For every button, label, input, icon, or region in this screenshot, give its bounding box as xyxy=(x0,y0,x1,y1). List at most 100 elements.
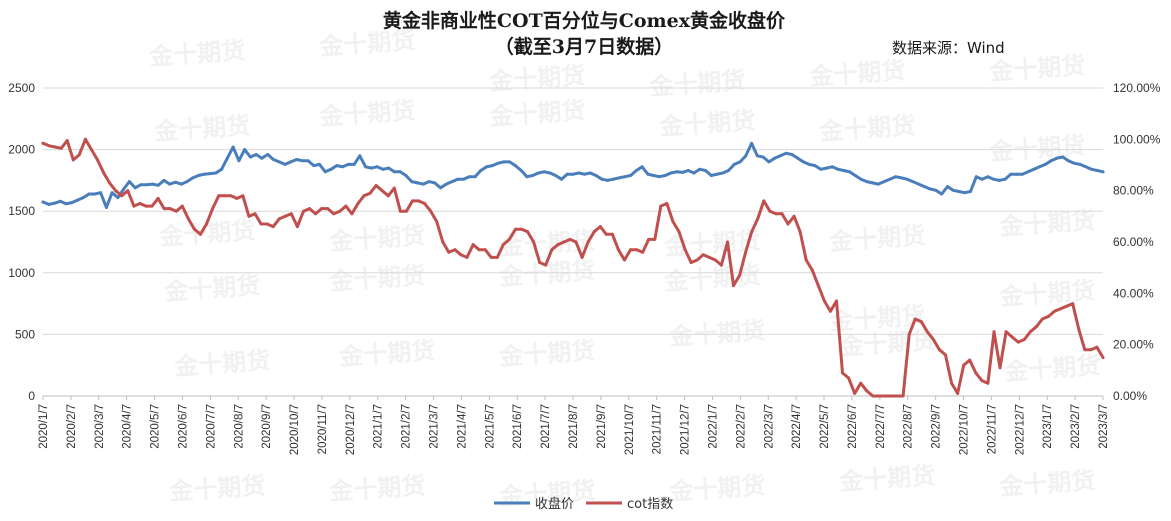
close-price-point xyxy=(640,165,644,169)
y2-tick-label: 60.00% xyxy=(1113,235,1154,249)
close-price-point xyxy=(306,159,310,163)
close-price-point xyxy=(139,183,143,187)
close-price-point xyxy=(767,160,771,164)
cot-index-point xyxy=(974,371,978,375)
close-price-point xyxy=(560,177,563,181)
cot-index-point xyxy=(816,284,820,288)
close-price-point xyxy=(87,192,91,196)
watermark-text: 金十期货 xyxy=(997,466,1096,501)
cot-index-point xyxy=(798,230,802,234)
close-price-point xyxy=(197,174,200,177)
cot-index-point xyxy=(968,358,972,362)
cot-index-point xyxy=(1095,345,1099,349)
close-price-point xyxy=(260,156,264,160)
cot-index-point xyxy=(41,141,45,145)
cot-index-point xyxy=(859,381,863,385)
watermark-text: 金十期货 xyxy=(317,96,416,131)
cot-index-point xyxy=(320,207,324,211)
cot-index-point xyxy=(677,230,681,234)
close-price-point xyxy=(940,192,944,196)
x-tick-label: 2022/11/7 xyxy=(986,404,998,454)
cot-index-point xyxy=(192,227,196,231)
close-price-point xyxy=(790,153,794,156)
x-tick-label: 2022/4/7 xyxy=(791,404,803,449)
cot-index-point xyxy=(828,309,832,313)
cot-index-point xyxy=(162,207,166,211)
x-tick-label: 2022/7/7 xyxy=(875,404,887,449)
x-tick-label: 2021/3/7 xyxy=(429,404,441,449)
x-tick-label: 2022/3/7 xyxy=(763,404,775,449)
close-price-point xyxy=(778,154,782,158)
close-price-point xyxy=(917,182,921,186)
cot-index-point xyxy=(223,194,227,198)
cot-index-point xyxy=(538,261,542,264)
close-price-point xyxy=(329,167,333,171)
close-price-point xyxy=(721,171,725,175)
cot-index-point xyxy=(544,263,548,267)
cot-index-point xyxy=(1089,348,1093,352)
cot-index-point xyxy=(1065,304,1069,308)
close-price-point xyxy=(398,170,402,174)
cot-index-point xyxy=(417,199,420,203)
close-price-point xyxy=(1078,162,1082,166)
close-price-point xyxy=(410,180,414,184)
cot-index-point xyxy=(1004,330,1008,334)
cot-index-point xyxy=(144,204,148,208)
close-price-point xyxy=(928,187,932,191)
cot-index-point xyxy=(283,214,287,218)
cot-index-point xyxy=(950,381,954,385)
watermark-text: 金十期货 xyxy=(997,206,1096,241)
cot-index-point xyxy=(1040,317,1044,321)
y-tick-label: 1000 xyxy=(8,266,35,280)
x-tick-label: 2021/11/7 xyxy=(652,404,664,454)
cot-index-point xyxy=(1010,335,1014,339)
close-price-point xyxy=(951,188,955,192)
y2-tick-label: 100.00% xyxy=(1113,132,1161,146)
legend: 收盘价 cot指数 xyxy=(494,496,673,512)
close-price-point xyxy=(444,182,448,186)
cot-index-point xyxy=(465,255,469,259)
watermark-text: 金十期货 xyxy=(657,106,756,141)
close-price-point xyxy=(318,162,321,166)
close-price-point xyxy=(99,191,103,195)
cot-index-point xyxy=(435,220,439,223)
cot-index-point xyxy=(174,209,178,213)
cot-index-point xyxy=(386,194,390,198)
x-tick-label: 2021/10/7 xyxy=(624,404,636,455)
close-price-point xyxy=(381,167,385,171)
cot-index-point xyxy=(526,230,530,234)
cot-index-point xyxy=(689,261,693,264)
close-price-point xyxy=(1038,165,1042,169)
cot-index-point xyxy=(901,394,905,398)
close-price-point xyxy=(1009,172,1013,176)
cot-index-point xyxy=(253,212,257,216)
x-tick-label: 2022/5/7 xyxy=(819,404,831,449)
close-price-point xyxy=(300,159,304,163)
cot-index-point xyxy=(217,194,221,198)
cot-index-point xyxy=(532,240,536,244)
close-price-point xyxy=(600,177,604,181)
close-price-point xyxy=(801,160,805,164)
y2-tick-label: 80.00% xyxy=(1113,184,1154,198)
x-tick-label: 2021/1/7 xyxy=(373,404,385,449)
cot-index-point xyxy=(635,248,639,252)
close-price-point xyxy=(571,172,575,176)
cot-index-point xyxy=(447,250,451,254)
cot-index-point xyxy=(980,379,984,383)
watermark-text: 金十期货 xyxy=(317,26,416,61)
close-price-point xyxy=(58,199,62,203)
close-price-point xyxy=(675,170,679,174)
x-tick-label: 2023/3/7 xyxy=(1098,404,1110,449)
x-tick-label: 2020/6/7 xyxy=(177,404,189,449)
cot-index-point xyxy=(295,225,299,229)
cot-index-point xyxy=(65,139,69,143)
close-price-point xyxy=(490,164,494,168)
close-price-point xyxy=(848,170,851,174)
cot-index-point xyxy=(719,263,723,267)
cot-index-point xyxy=(616,248,620,252)
cot-index-point xyxy=(956,391,960,395)
close-price-point xyxy=(283,162,287,166)
y-tick-label: 2000 xyxy=(8,143,35,157)
close-price-point xyxy=(335,164,339,168)
